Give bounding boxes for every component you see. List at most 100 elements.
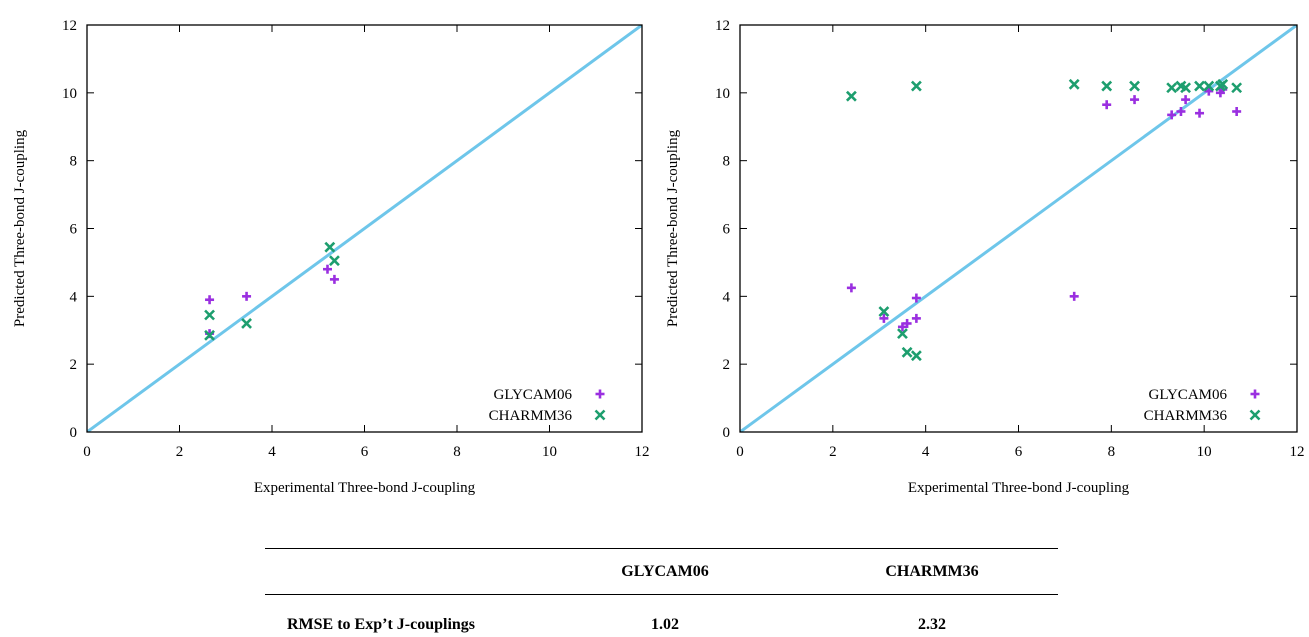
y-tick-label: 4: [723, 289, 731, 305]
table-value-glycam06: 1.02: [651, 616, 679, 633]
data-point: [1167, 110, 1177, 120]
data-point-b: [1175, 80, 1187, 92]
legend-marker-charmm36-b: [594, 409, 606, 421]
legend-label-charmm36: CHARMM36: [489, 408, 573, 424]
x-tick-label: 10: [542, 444, 557, 460]
data-point: [901, 346, 913, 358]
data-point-b: [845, 90, 857, 102]
data-point: [323, 264, 332, 274]
table-header-rule: [265, 594, 1058, 595]
legend-marker-charmm36-b: [1249, 409, 1261, 421]
data-point: [910, 80, 922, 92]
data-point: [242, 291, 252, 301]
data-point: [1176, 106, 1186, 116]
x-tick-label: 10: [1197, 444, 1212, 460]
data-point: [1101, 80, 1113, 92]
data-point-b: [1068, 78, 1080, 90]
data-point: [878, 306, 890, 318]
series-charmm36: [204, 241, 340, 341]
data-point: [1102, 100, 1112, 110]
data-point: [879, 313, 889, 323]
y-tick-label: 6: [70, 222, 78, 238]
data-point: [324, 241, 336, 253]
y-axis-label: Predicted Three-bond J-coupling: [665, 129, 681, 327]
data-point: [1181, 95, 1191, 105]
data-point: [1203, 80, 1215, 92]
x-tick-label: 8: [1108, 444, 1116, 460]
data-point-b: [1180, 82, 1192, 94]
data-point: [1195, 108, 1205, 118]
y-tick-label: 8: [723, 154, 731, 170]
legend-marker-glycam06: [595, 389, 605, 399]
chart-panel-1: 0 2 4 6 8 10 12 0 2 4 6 8 10 12 Experimental Three-bon…: [12, 18, 650, 496]
data-point: [1231, 82, 1243, 94]
y-tick-label: 4: [70, 289, 78, 305]
data-point: [205, 295, 215, 305]
data-point: [1069, 291, 1079, 301]
legend-marker-charmm36: [1249, 409, 1261, 421]
x-tick-label: 4: [922, 444, 930, 460]
x-tick-label: 12: [635, 444, 650, 460]
data-point: [329, 255, 340, 267]
data-point: [1068, 78, 1080, 90]
data-point: [204, 329, 215, 341]
data-point-b: [901, 346, 913, 358]
data-point-b: [1217, 78, 1229, 90]
data-point-b: [1194, 80, 1205, 92]
data-point-b: [1129, 80, 1140, 92]
data-point-b: [324, 241, 336, 253]
x-axis-label: Experimental Three-bond J-coupling: [254, 480, 476, 496]
data-point-b: [329, 255, 340, 267]
data-point: [911, 293, 921, 303]
data-point: [1232, 106, 1242, 116]
y-tick-label: 12: [62, 18, 77, 34]
table-header-charmm36: CHARMM36: [885, 563, 979, 580]
data-point: [911, 313, 921, 323]
x-tick-label: 8: [453, 444, 461, 460]
x-tick-label: 6: [361, 444, 369, 460]
x-tick-label: 6: [1015, 444, 1023, 460]
chart-panel-2: 0 2 4 6 8 10 12 0 2 4 6 8 10 12 Experimental Three-bon…: [665, 18, 1305, 496]
data-point: [1129, 80, 1140, 92]
table-value-charmm36: 2.32: [918, 616, 946, 633]
data-point: [902, 318, 912, 328]
y-tick-label: 6: [723, 222, 731, 238]
series-glycam06: [846, 84, 1242, 332]
y-tick-label: 10: [715, 86, 730, 102]
data-point-b: [910, 80, 922, 92]
data-point: [910, 350, 922, 362]
data-point: [329, 274, 339, 284]
x-tick-label: 2: [176, 444, 184, 460]
legend-label-glycam06: GLYCAM06: [493, 387, 572, 403]
legend-label-glycam06: GLYCAM06: [1148, 387, 1227, 403]
y-tick-label: 0: [723, 425, 731, 441]
x-axis-label: Experimental Three-bond J-coupling: [908, 480, 1130, 496]
charts-area: 0 2 4 6 8 10 12 0 2 4 6 8 10 12 Experimental Three-bon…: [12, 18, 1305, 496]
legend-label-charmm36: CHARMM36: [1144, 408, 1228, 424]
data-point-b: [241, 318, 252, 329]
y-tick-label: 2: [723, 357, 731, 373]
table-row-label: RMSE to Exp’t J-couplings: [287, 616, 476, 633]
x-tick-label: 0: [83, 444, 91, 460]
data-point-b: [204, 309, 215, 321]
x-tick-label: 4: [268, 444, 276, 460]
table-header-glycam06: GLYCAM06: [621, 563, 709, 580]
legend-marker-glycam06: [1250, 389, 1260, 399]
data-point: [845, 90, 857, 102]
data-point-b: [1203, 80, 1215, 92]
series-glycam06: [205, 264, 339, 339]
reference-line: [740, 25, 1297, 432]
y-tick-label: 10: [62, 86, 77, 102]
data-point: [1204, 86, 1214, 96]
x-tick-label: 2: [829, 444, 837, 460]
data-point: [1130, 95, 1140, 105]
data-point: [204, 309, 215, 321]
data-point: [1180, 82, 1192, 94]
table-top-rule: [265, 548, 1058, 549]
data-point-b: [1101, 80, 1113, 92]
y-tick-label: 8: [70, 154, 78, 170]
legend-marker-charmm36: [594, 409, 606, 421]
data-point-b: [204, 329, 215, 341]
data-point: [1194, 80, 1205, 92]
data-point-b: [910, 350, 922, 362]
